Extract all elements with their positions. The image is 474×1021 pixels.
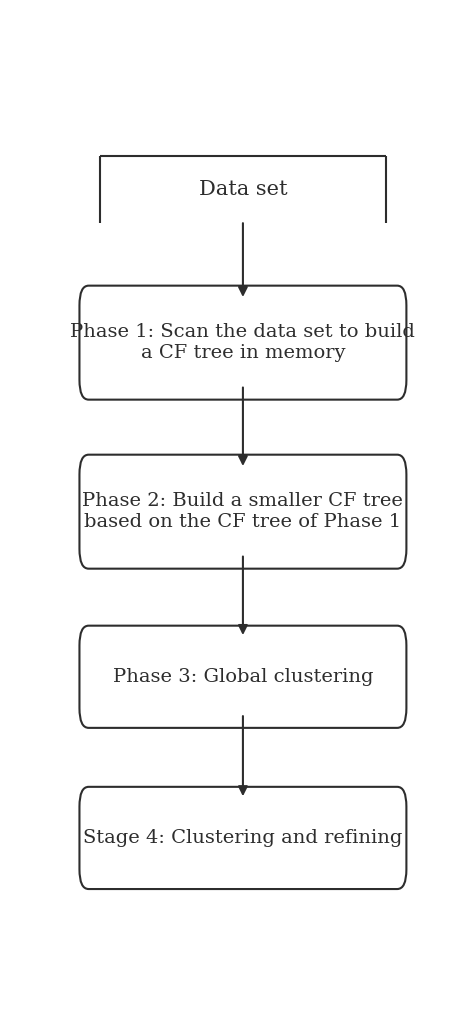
Text: Phase 1: Scan the data set to build
a CF tree in memory: Phase 1: Scan the data set to build a CF… bbox=[71, 324, 415, 362]
Text: Data set: Data set bbox=[199, 180, 287, 199]
Text: Phase 2: Build a smaller CF tree
based on the CF tree of Phase 1: Phase 2: Build a smaller CF tree based o… bbox=[82, 492, 403, 531]
FancyBboxPatch shape bbox=[80, 626, 406, 728]
FancyBboxPatch shape bbox=[80, 286, 406, 399]
FancyBboxPatch shape bbox=[80, 787, 406, 889]
Text: Stage 4: Clustering and refining: Stage 4: Clustering and refining bbox=[83, 829, 402, 847]
FancyBboxPatch shape bbox=[80, 454, 406, 569]
Text: Phase 3: Global clustering: Phase 3: Global clustering bbox=[113, 668, 373, 686]
